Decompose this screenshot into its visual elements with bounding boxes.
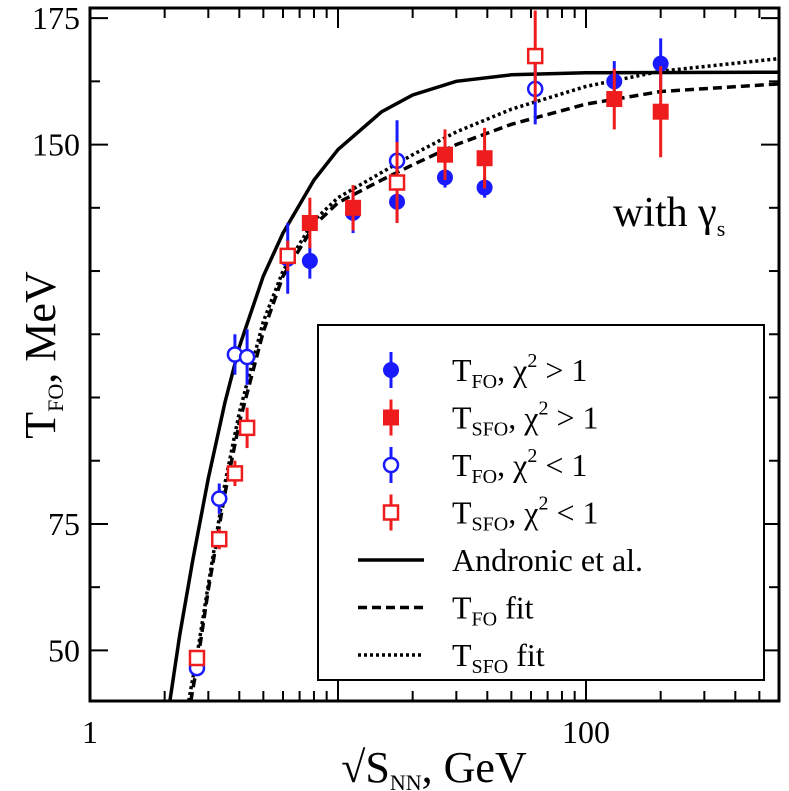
x-axis-title: √SNN, GeV [341,743,527,791]
x-tick-label: 100 [562,714,610,750]
tsfo-chi-lt1-point [388,174,406,191]
y-tick-label: 175 [32,0,80,36]
legend-entry: TSFO fit [358,637,545,678]
legend-marker [382,456,400,474]
tsfo-chi-lt1-point [188,649,206,667]
andronic-curve [168,70,779,701]
gamma-s-annotation: with γs [613,190,725,241]
legend-entry: TFO, χ2 > 1 [383,350,587,393]
legend-entry: TSFO, χ2 > 1 [383,398,599,441]
tsfo-chi-gt1-point [345,199,362,216]
tsfo-chi-gt1-point [652,103,669,120]
legend-entry: Andronic et al. [358,542,643,578]
legend-marker [383,409,399,426]
tick-labels: 50 75 150 175 1 100 [32,0,610,750]
legend-entry: TFO fit [358,590,534,631]
legend-marker [383,362,399,378]
legend-label: TFO, χ2 < 1 [452,445,587,488]
tsfo-chi-gt1-point [606,91,623,108]
legend-label: TSFO, χ2 > 1 [452,398,599,441]
tsfo-chi-lt1-point [526,47,544,65]
tfo-chi-gt1-point [301,252,318,269]
tfo-chi-gt1-point [652,55,669,72]
x-tick-label: 1 [82,714,98,750]
tfo-chi-lt1-point [210,490,228,507]
y-tick-label: 75 [48,506,80,542]
legend-entry: TFO, χ2 < 1 [382,445,587,488]
axis-ticks [89,8,780,701]
tsfo-chi-lt1-point [238,419,256,437]
legend-label: TSFO, χ2 < 1 [452,493,599,536]
legend-marker [382,504,400,521]
legend-label: TSFO fit [452,637,545,678]
legend-label: Andronic et al. [452,542,643,578]
tsfo-chi-gt1-point [301,214,318,231]
y-tick-label: 50 [48,632,80,668]
legend-label: TFO fit [452,590,534,631]
tsfo-chi-lt1-point [226,465,244,482]
plot-frame [88,6,781,703]
y-tick-label: 150 [32,127,80,163]
y-axis-title: TFO, MeV [16,271,68,439]
data-points [188,10,669,677]
legend-entry: TSFO, χ2 < 1 [382,493,599,536]
legend-label: TFO, χ2 > 1 [452,350,587,393]
tsfo-chi-gt1-point [436,146,453,163]
tsfo-chi-lt1-point [279,247,296,265]
tfo-chi-lt1-point [238,348,256,366]
tsfo-chi-gt1-point [476,150,493,167]
tsfo-chi-lt1-point [210,530,228,548]
